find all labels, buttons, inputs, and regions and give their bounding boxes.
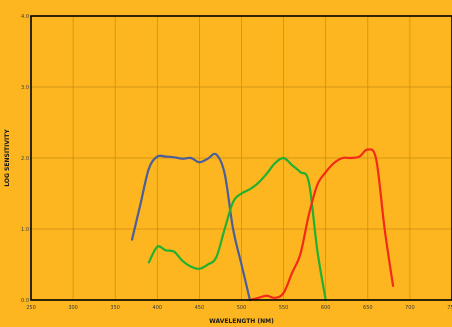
series-layer bbox=[130, 148, 395, 302]
x-tick-label: 400 bbox=[153, 305, 163, 311]
x-tick-label: 750 bbox=[447, 305, 452, 311]
x-tick-label: 550 bbox=[279, 305, 289, 311]
x-tick-label: 600 bbox=[321, 305, 331, 311]
x-tick-label: 300 bbox=[68, 305, 78, 311]
x-tick-label: 500 bbox=[237, 305, 247, 311]
x-axis-label: WAVELENGTH (NM) bbox=[209, 318, 274, 325]
y-tick-label: 0.0 bbox=[21, 298, 29, 304]
plot-frame bbox=[30, 15, 452, 301]
series-line-1 bbox=[147, 156, 327, 302]
x-tick-label: 350 bbox=[110, 305, 120, 311]
x-tick-label: 650 bbox=[363, 305, 373, 311]
x-tick-label: 700 bbox=[405, 305, 415, 311]
y-tick-labels: 0.0 1.0 2.0 3.0 4.0 bbox=[21, 14, 29, 304]
y-tick-label: 2.0 bbox=[21, 156, 29, 162]
x-tick-label: 250 bbox=[26, 305, 36, 311]
y-axis-label: LOG SENSITIVITY bbox=[4, 129, 11, 187]
x-tick-label: 450 bbox=[195, 305, 205, 311]
x-tick-labels: 250 300 350 400 450 500 550 600 650 700 750 bbox=[26, 305, 452, 311]
series-line-0 bbox=[130, 152, 252, 302]
series-line-2 bbox=[248, 148, 395, 302]
y-tick-label: 4.0 bbox=[21, 14, 29, 20]
y-tick-label: 1.0 bbox=[21, 227, 29, 233]
y-tick-label: 3.0 bbox=[21, 85, 29, 91]
